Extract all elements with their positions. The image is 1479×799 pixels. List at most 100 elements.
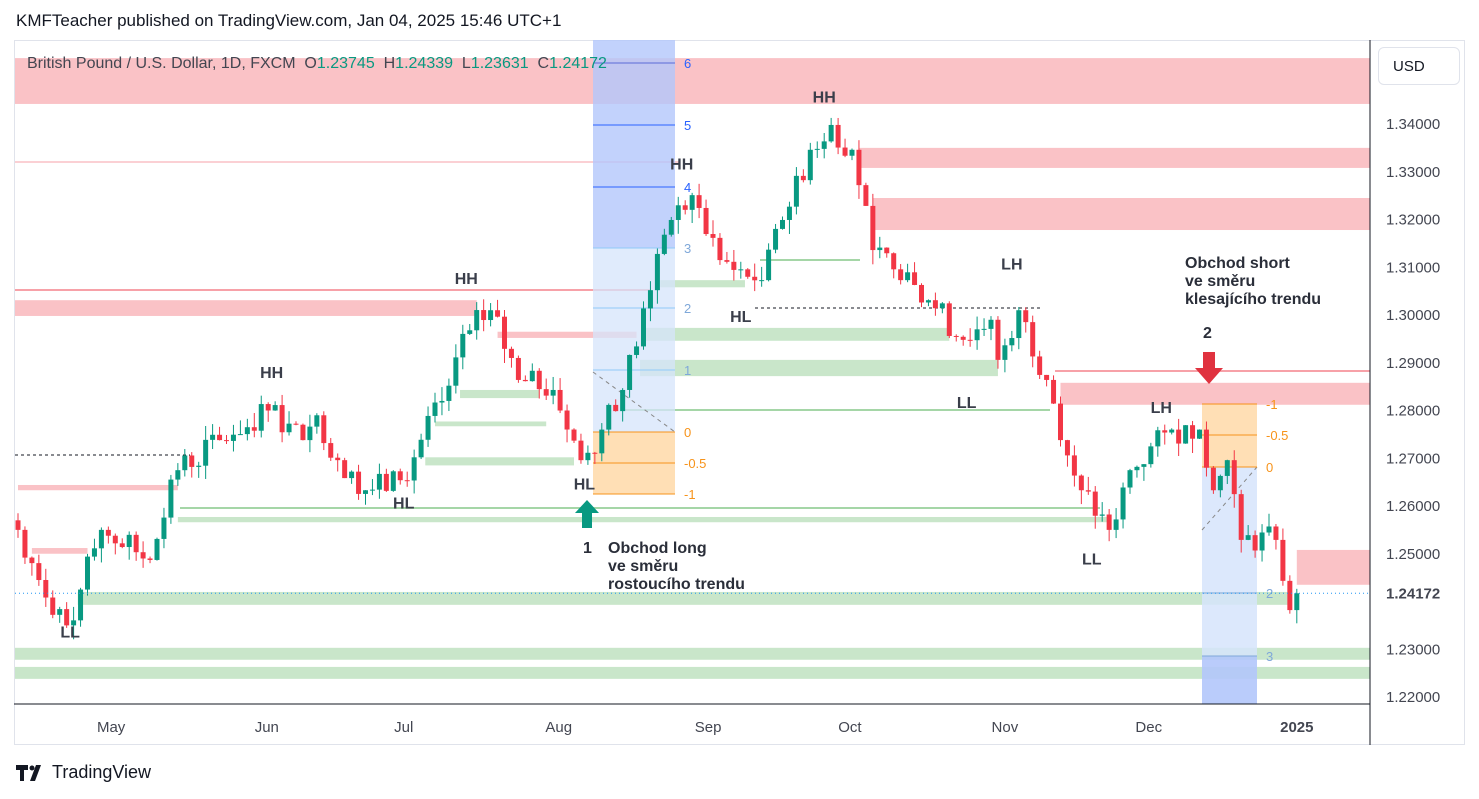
fib-short-level-label: 3 (1266, 649, 1273, 664)
candle-body (105, 529, 111, 536)
supply-zone (15, 300, 477, 316)
candle-body (265, 404, 271, 411)
candle-body (112, 535, 118, 544)
trade-1-number: 1 (583, 540, 592, 557)
candle-body (766, 249, 772, 281)
price-tick: 1.29000 (1386, 355, 1440, 372)
candle-body (71, 620, 77, 626)
swing-label: LH (1151, 400, 1172, 417)
candle-body (230, 434, 236, 441)
demand-zone (15, 647, 1370, 660)
demand-zone (77, 591, 1290, 605)
candle-body (1120, 487, 1126, 520)
candle-body (1169, 429, 1175, 433)
candle-body (349, 471, 355, 479)
candle-body (661, 234, 667, 254)
candle-body (488, 310, 494, 321)
close-value: 1.24172 (549, 55, 607, 72)
candle-body (300, 424, 306, 441)
demand-zone (643, 327, 950, 341)
candle-body (279, 405, 285, 433)
candle-body (974, 329, 980, 341)
candle-body (64, 609, 70, 626)
candle-body (884, 247, 890, 254)
candle-body (905, 272, 911, 281)
candle-body (1273, 526, 1279, 540)
candle-body (481, 310, 487, 321)
candle-body (98, 529, 104, 549)
candle-body (627, 354, 633, 390)
fib-level-label: 2 (684, 301, 691, 316)
candle-body (251, 427, 257, 431)
candle-body (369, 489, 375, 491)
candle-body (293, 423, 299, 425)
candle-body (1030, 322, 1036, 357)
candle-body (641, 308, 646, 347)
candle-body (814, 148, 820, 150)
candle-body (411, 457, 417, 481)
candle-body (898, 269, 904, 281)
supply-zone (31, 548, 88, 554)
candle-body (967, 339, 973, 341)
swing-label: LL (1082, 552, 1102, 569)
candle-body (925, 300, 931, 303)
price-tick: 1.23000 (1386, 641, 1440, 658)
candle-body (1210, 467, 1216, 491)
candle-body (244, 427, 250, 435)
trade-1-text: ve směru (608, 558, 678, 575)
candle-body (613, 404, 619, 412)
fib-level-label: 4 (684, 180, 691, 195)
trade-2-text: ve směru (1185, 273, 1255, 290)
candle-body (258, 404, 264, 431)
swing-label: HH (670, 156, 693, 173)
candle-body (1176, 429, 1182, 444)
time-tick: 2025 (1280, 719, 1313, 736)
candle-body (342, 460, 348, 479)
price-tick: 1.22000 (1386, 689, 1440, 706)
candle-body (1238, 494, 1244, 540)
supply-zone (18, 484, 178, 491)
low-label: L (461, 55, 471, 72)
supply-zone (15, 58, 1370, 104)
candle-body (919, 284, 924, 303)
price-tick: 1.32000 (1386, 212, 1440, 229)
fib-extension-upper (593, 40, 675, 248)
candle-body (196, 465, 202, 467)
swing-label: HH (813, 90, 836, 107)
candle-body (363, 490, 368, 494)
candle-body (1085, 490, 1091, 492)
open-value: 1.23745 (316, 55, 375, 72)
logo-text: TradingView (52, 762, 152, 782)
swing-label: HH (260, 365, 283, 382)
fib-trend-line (1201, 466, 1258, 531)
low-value: 1.23631 (470, 55, 529, 72)
demand-zone (177, 516, 1110, 523)
candle-body (703, 207, 709, 235)
fib-short-level-label: 2 (1266, 586, 1273, 601)
candle-body (154, 538, 160, 560)
candle-body (203, 439, 209, 466)
time-tick: Aug (545, 719, 572, 736)
candle-body (1113, 519, 1119, 530)
high-value: 1.24339 (395, 55, 454, 72)
candle-body (314, 415, 320, 427)
candle-body (147, 558, 153, 560)
trade-2-number: 2 (1203, 325, 1212, 342)
candle-body (738, 269, 744, 271)
demand-zone (640, 359, 998, 377)
time-tick: Sep (695, 719, 722, 736)
time-tick: Jul (394, 719, 413, 736)
currency-button[interactable]: USD (1378, 47, 1460, 85)
candle-body (620, 389, 626, 412)
supply-zone (1060, 382, 1370, 405)
candle-body (1141, 464, 1147, 467)
candle-body (1078, 475, 1084, 491)
demand-zone (425, 457, 574, 466)
chart-frame[interactable] (14, 40, 1465, 745)
tradingview-logo[interactable]: TradingView (16, 762, 151, 783)
candle-body (1058, 403, 1063, 441)
candle-body (939, 303, 945, 309)
candle-body (453, 357, 459, 386)
buy-arrow-icon (575, 500, 599, 528)
